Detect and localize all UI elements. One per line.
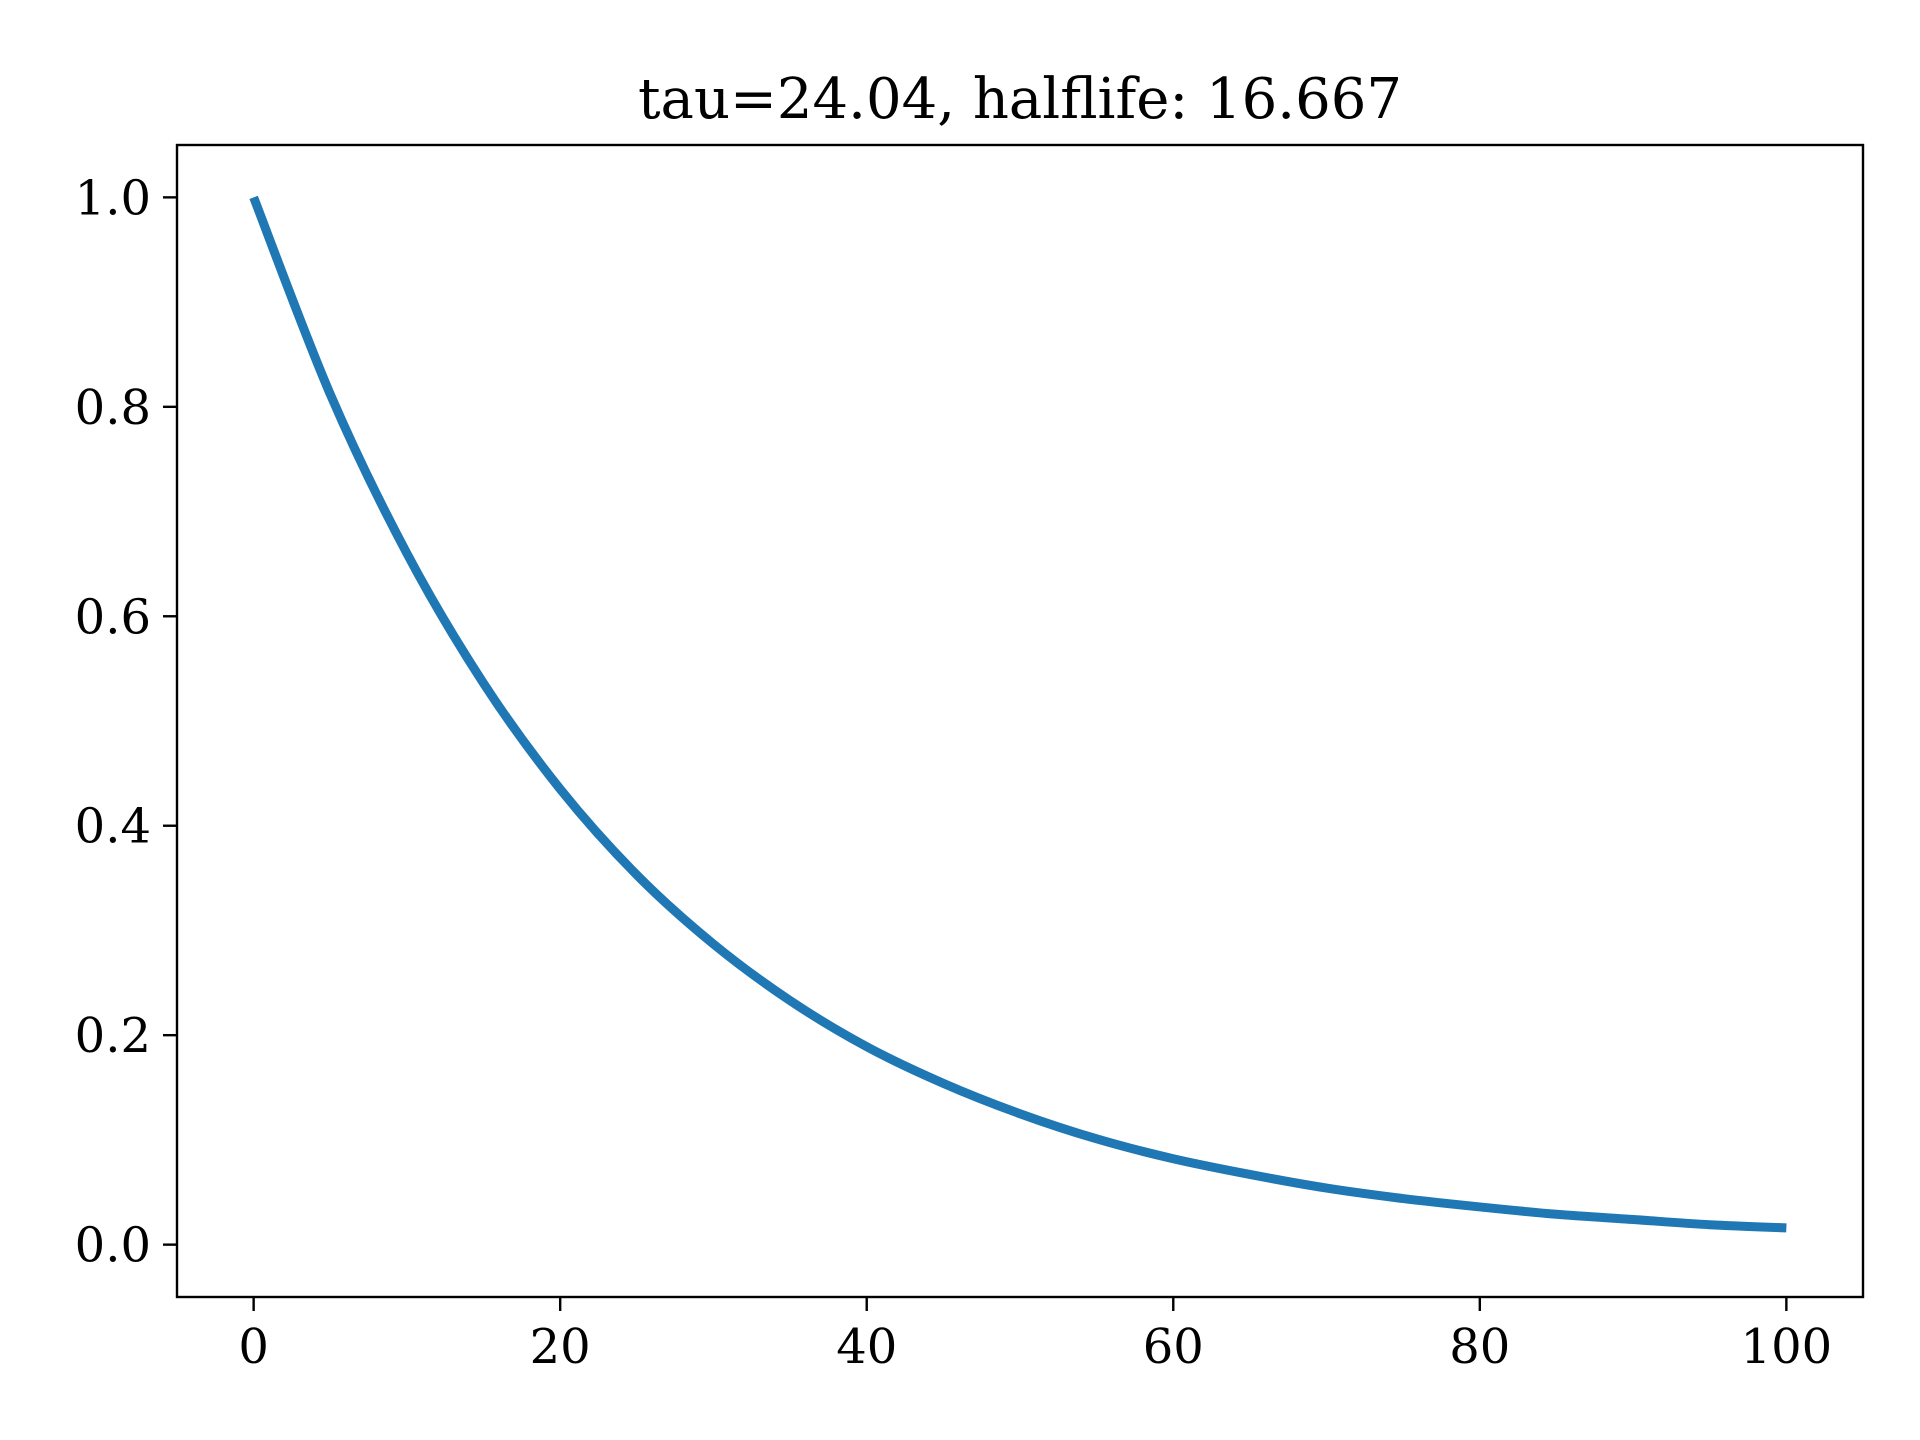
- y-tick-label: 0.4: [75, 799, 151, 855]
- y-tick-label: 0.6: [75, 589, 151, 645]
- y-tick-label: 0.0: [75, 1218, 151, 1274]
- x-tick-label: 100: [1741, 1319, 1833, 1375]
- y-tick-label: 1.0: [75, 170, 151, 226]
- x-tick-label: 60: [1143, 1319, 1204, 1375]
- series-line: [249, 195, 1787, 1233]
- series-group: [249, 195, 1787, 1233]
- x-tick-label: 40: [836, 1319, 897, 1375]
- plot-frame: [175, 143, 1865, 1299]
- y-tick-label: 0.8: [75, 380, 151, 436]
- x-tick-label: 20: [530, 1319, 591, 1375]
- x-axis-ticks: 0 20 40 60 80 100: [238, 1297, 1832, 1375]
- chart-title: tau=24.04, halflife: 16.667: [638, 67, 1402, 132]
- x-tick-label: 80: [1449, 1319, 1510, 1375]
- y-axis-ticks: 0.0 0.2 0.4 0.6 0.8 1.0: [75, 170, 177, 1274]
- x-tick-label: 0: [238, 1319, 269, 1375]
- y-tick-label: 0.2: [75, 1008, 151, 1064]
